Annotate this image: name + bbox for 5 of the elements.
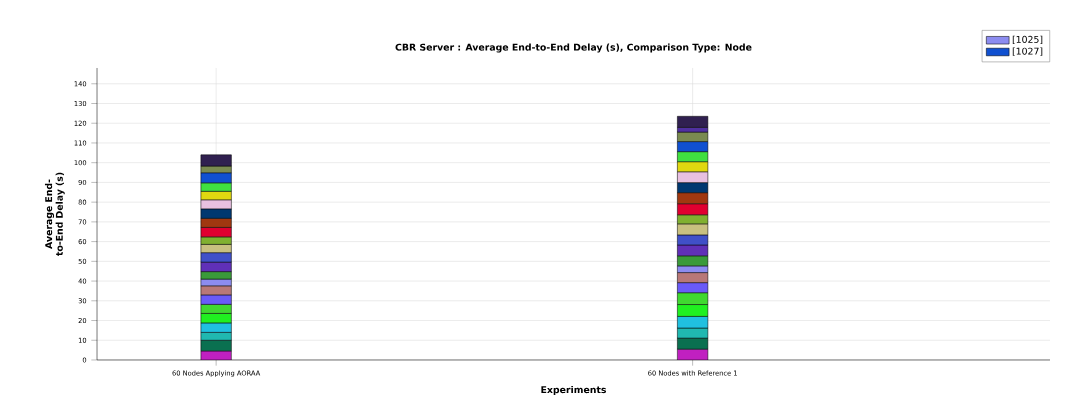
x-axis-title: Experiments xyxy=(541,385,607,396)
y-axis-title: Average End-to-End Delay (s) xyxy=(44,172,65,256)
legend-label: [1027] xyxy=(1012,47,1043,56)
legend-label: [1025] xyxy=(1012,35,1043,45)
chart-title: CBR Server : Average End-to-End Delay (s), Comparison Type: Node xyxy=(395,43,752,53)
